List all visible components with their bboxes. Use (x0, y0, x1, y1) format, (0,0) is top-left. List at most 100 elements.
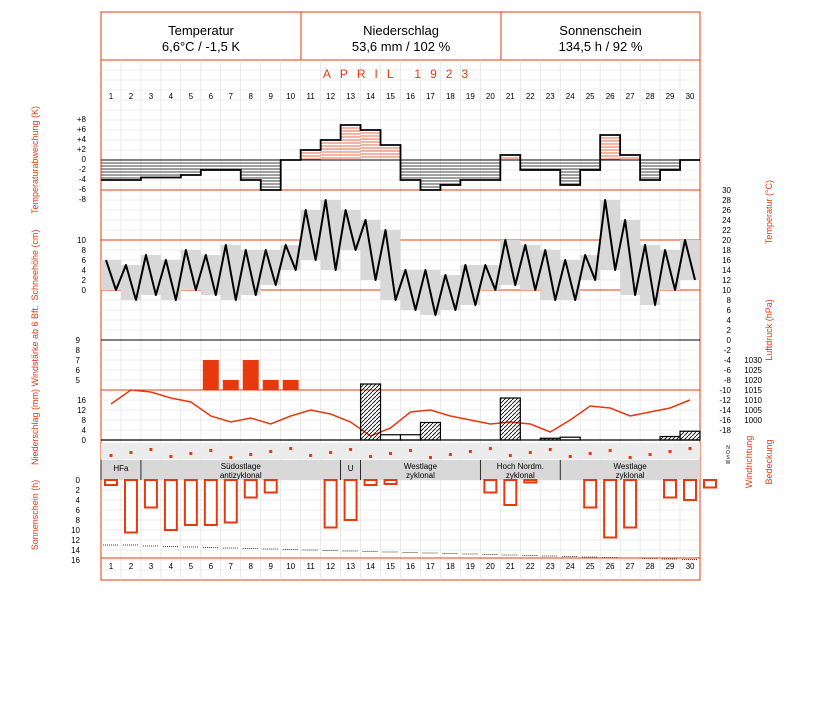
precip-tick: 8 (82, 416, 87, 425)
wind-tick: 8 (76, 346, 81, 355)
precip-bar (379, 434, 402, 441)
snow-tick: 4 (82, 266, 87, 275)
wind-direction-tick: W (726, 460, 731, 466)
temperature-tick: 14 (722, 266, 731, 275)
weather-type-label: Hoch Nordm. (497, 462, 544, 471)
temperature-tick: -18 (719, 426, 731, 435)
temperature-tick: 4 (727, 316, 732, 325)
precip-bar (679, 430, 701, 441)
day-label-bottom: 19 (466, 562, 475, 571)
wind-bar (262, 380, 279, 390)
pressure-tick: 1010 (744, 396, 762, 405)
temperature-tick: -10 (719, 386, 731, 395)
day-label-bottom: 17 (426, 562, 435, 571)
right-axis-label: Windrichtung (744, 436, 754, 489)
sunshine-tick: 0 (76, 476, 81, 485)
pressure-tick: 1025 (744, 366, 762, 375)
precip-tick: 16 (77, 396, 86, 405)
wind-bar (222, 380, 239, 390)
snow-tick: 0 (82, 286, 87, 295)
day-label-bottom: 10 (286, 562, 295, 571)
temperature-tick: 24 (722, 216, 731, 225)
wind-tick: 6 (76, 366, 81, 375)
wind-tick: 9 (76, 336, 81, 345)
wind-direction-dot (508, 454, 512, 457)
wind-direction-dot (448, 453, 452, 456)
wind-direction-tick: S (726, 455, 730, 461)
precip-tick: 4 (82, 426, 87, 435)
sunshine-bar (623, 479, 638, 529)
sunshine-bar (343, 479, 358, 521)
day-label-bottom: 13 (346, 562, 355, 571)
weather-type-label: zyklonal (406, 471, 435, 480)
sunshine-bar (383, 479, 398, 485)
sunshine-summary: Sonnenschein 134,5 h / 92 % (501, 12, 700, 60)
sunshine-bar (363, 479, 378, 486)
temperature-tick: 16 (722, 256, 731, 265)
weather-type-label: zyklonal (506, 471, 535, 480)
temperature-tick: -14 (719, 406, 731, 415)
wind-direction-dot (249, 453, 253, 456)
temperature-tick: 10 (722, 286, 731, 295)
left-axis-label: Temperaturabweichung (K) (30, 106, 40, 214)
temperature-tick: 2 (727, 326, 732, 335)
temperature-tick: 18 (722, 246, 731, 255)
weather-type-label: Westlage (614, 462, 648, 471)
day-label-bottom: 24 (566, 562, 575, 571)
right-axis-label: Bedeckung (764, 439, 774, 484)
wind-direction-dot (349, 448, 353, 451)
wind-direction-dot (668, 450, 672, 453)
wind-bar (242, 360, 259, 390)
temperature-summary: Temperatur 6,6°C / -1,5 K (101, 12, 301, 60)
anomaly-tick: +4 (77, 135, 87, 144)
day-label-top: 17 (426, 92, 435, 101)
day-label-bottom: 2 (129, 562, 134, 571)
sunshine-tick: 2 (76, 486, 81, 495)
pressure-tick: 1030 (744, 356, 762, 365)
temperature-tick: -4 (724, 356, 732, 365)
day-label-bottom: 22 (526, 562, 535, 571)
snow-tick: 2 (82, 276, 87, 285)
day-label-top: 10 (286, 92, 295, 101)
day-label-top: 6 (209, 92, 214, 101)
day-label-bottom: 9 (268, 562, 273, 571)
day-label-bottom: 5 (189, 562, 194, 571)
wind-direction-dot (169, 455, 173, 458)
sunshine-value: 134,5 h / 92 % (558, 39, 643, 54)
day-label-bottom: 23 (546, 562, 555, 571)
snow-tick: 10 (77, 236, 86, 245)
weather-type-label: Westlage (404, 462, 438, 471)
wind-tick: 7 (76, 356, 81, 365)
pressure-tick: 1015 (744, 386, 762, 395)
pressure-tick: 1020 (744, 376, 762, 385)
pressure-tick: 1005 (744, 406, 762, 415)
wind-bar (202, 360, 219, 390)
weather-type-label: Südostlage (221, 462, 262, 471)
day-label-top: 30 (686, 92, 695, 101)
pressure-tick: 1000 (744, 416, 762, 425)
temperature-tick: -12 (719, 396, 731, 405)
wind-tick: 5 (76, 376, 81, 385)
day-label-bottom: 15 (386, 562, 395, 571)
wind-direction-tick: N (726, 445, 730, 451)
precip-bar (359, 383, 382, 441)
day-label-bottom: 8 (249, 562, 254, 571)
day-label-bottom: 29 (666, 562, 675, 571)
wind-direction-dot (289, 447, 293, 450)
anomaly-tick: +2 (77, 145, 87, 154)
day-label-top: 18 (446, 92, 455, 101)
sunshine-tick: 14 (71, 546, 80, 555)
weather-type-label: U (348, 464, 354, 473)
wind-direction-dot (628, 456, 632, 459)
day-label-top: 7 (229, 92, 234, 101)
sunshine-title: Sonnenschein (559, 23, 642, 38)
wind-direction-dot (109, 454, 113, 457)
wind-direction-dot (468, 450, 472, 453)
sunshine-bar (223, 479, 238, 524)
anomaly-tick: -2 (79, 165, 87, 174)
temperature-tick: 12 (722, 276, 731, 285)
weather-type-label: HFa (113, 464, 129, 473)
wind-direction-dot (129, 451, 133, 454)
right-axis-label: Temperatur (°C) (764, 180, 774, 244)
anomaly-tick: -8 (79, 195, 87, 204)
